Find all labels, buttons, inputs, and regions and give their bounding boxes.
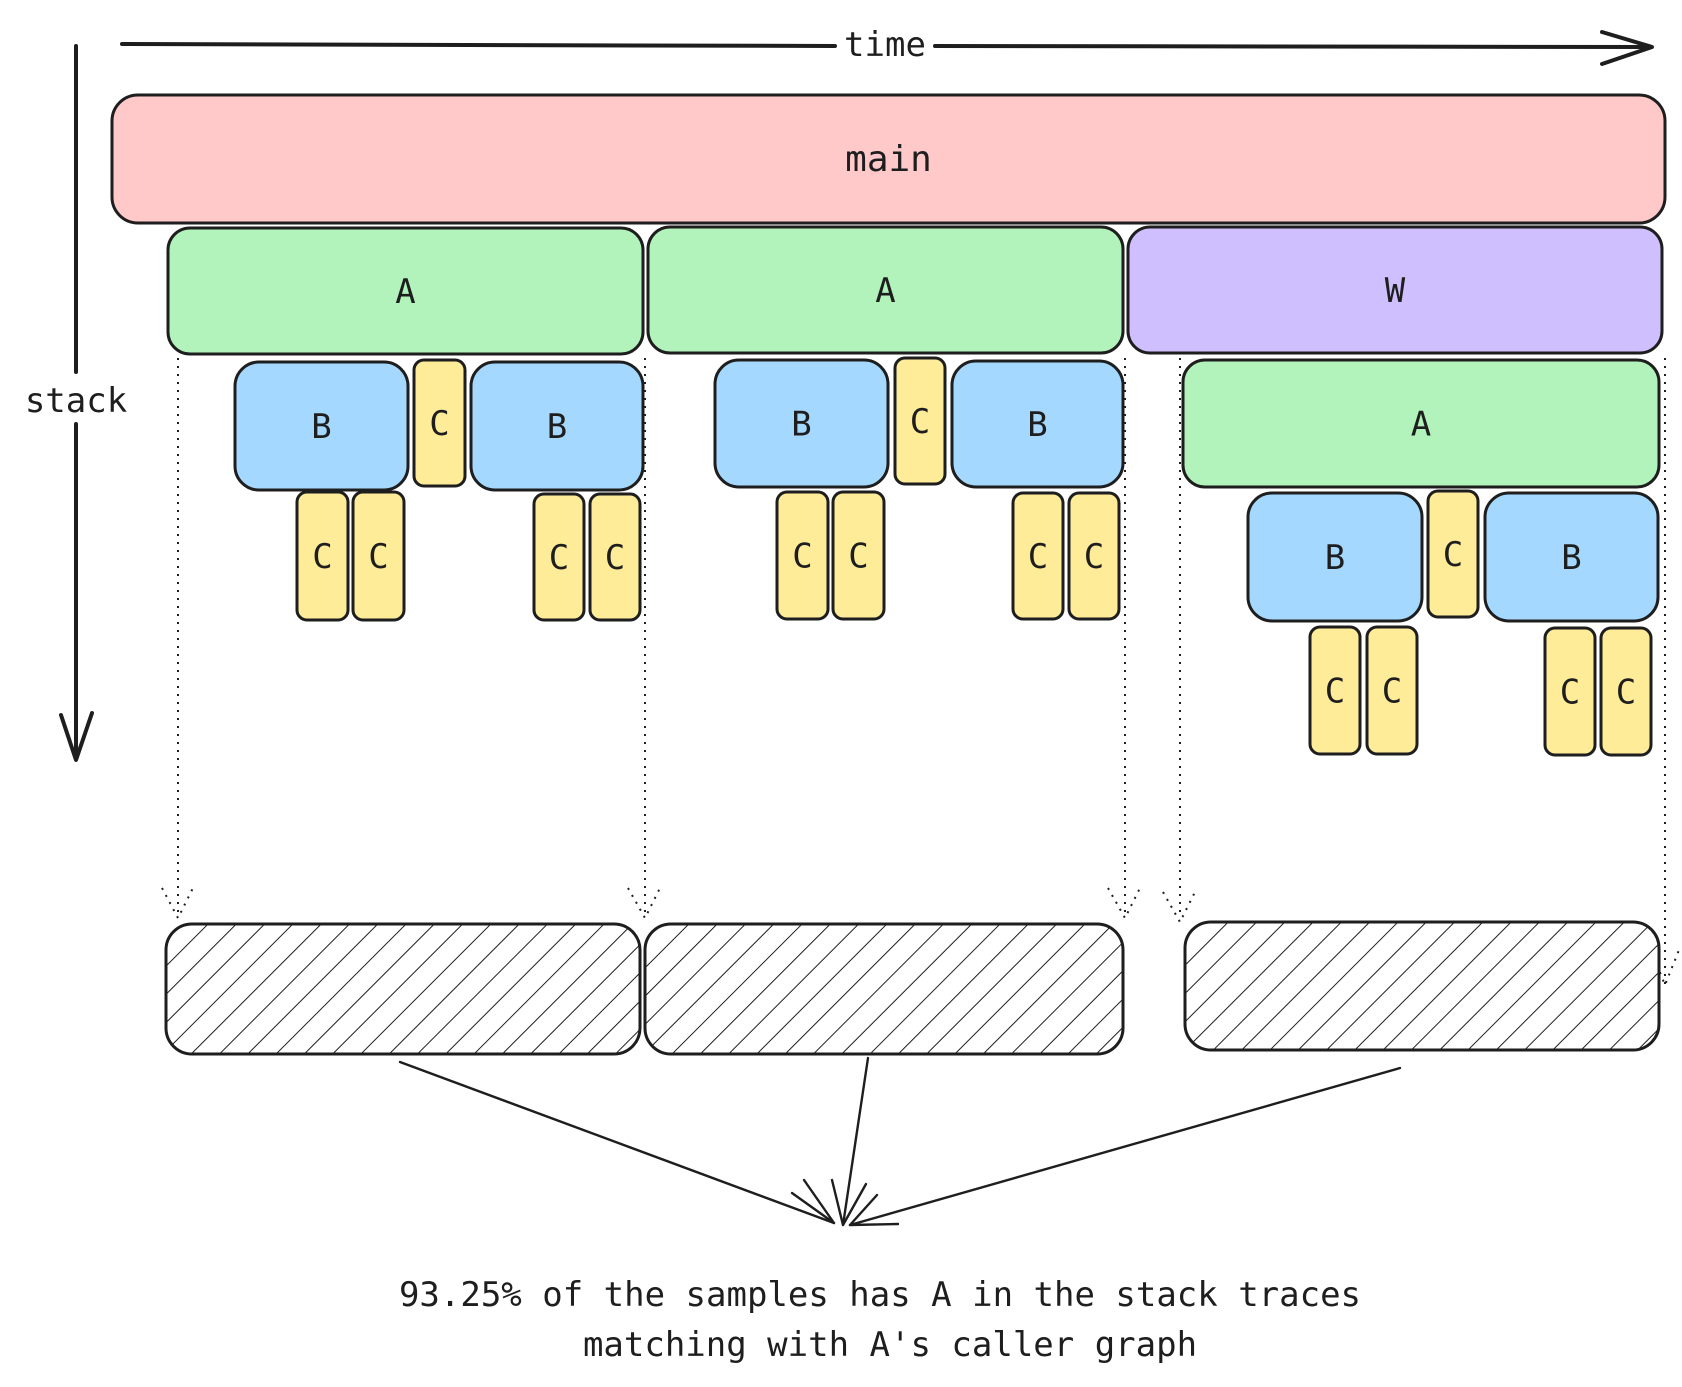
- frame-label-c5: C: [605, 538, 625, 578]
- time-axis: time: [120, 25, 1654, 66]
- frame-box-w: [1126, 225, 1664, 355]
- frame-label-b4: B: [1027, 405, 1047, 445]
- frame-box-b4: [950, 359, 1125, 489]
- frame-c13: C: [1365, 625, 1419, 756]
- frame-b4: B: [950, 359, 1125, 489]
- frame-label-c12: C: [1325, 672, 1345, 712]
- frame-c2: C: [295, 490, 350, 622]
- frame-label-a3: A: [1411, 405, 1431, 445]
- frame-label-w: W: [1385, 271, 1406, 311]
- sample-region-3: [1183, 920, 1661, 1052]
- frame-label-b1: B: [311, 407, 331, 447]
- frame-c7: C: [775, 490, 830, 621]
- frame-a3: A: [1181, 358, 1661, 489]
- stack-axis-label: stack: [25, 381, 127, 421]
- frame-main: main: [110, 93, 1667, 225]
- frame-box-c14: [1543, 626, 1597, 757]
- converging-arrows: [398, 1056, 1402, 1227]
- frame-box-b2: [469, 360, 645, 492]
- frame-c1: C: [412, 358, 467, 488]
- frame-c10: C: [1067, 491, 1121, 621]
- frame-label-a2: A: [875, 271, 895, 311]
- frame-w: W: [1126, 225, 1664, 355]
- frame-c15: C: [1599, 626, 1653, 757]
- frame-box-c5: [588, 492, 642, 622]
- frame-b2: B: [469, 360, 645, 492]
- frame-label-c10: C: [1084, 537, 1104, 577]
- frame-a1: A: [166, 226, 645, 356]
- frame-label-a1: A: [395, 272, 415, 312]
- frame-label-c1: C: [429, 404, 449, 444]
- frame-b1: B: [233, 360, 410, 492]
- frame-c8: C: [831, 490, 886, 621]
- frame-box-c4: [532, 492, 586, 622]
- frame-box-c12: [1308, 625, 1362, 756]
- frame-label-c7: C: [792, 537, 812, 577]
- frame-c12: C: [1308, 625, 1362, 756]
- frame-box-c8: [831, 490, 886, 621]
- frame-label-b6: B: [1561, 538, 1581, 578]
- projection-guides: [161, 358, 1680, 988]
- frame-c14: C: [1543, 626, 1597, 757]
- sample-regions: [164, 920, 1661, 1056]
- frame-box-c15: [1599, 626, 1653, 757]
- frame-label-c2: C: [312, 537, 332, 577]
- frame-label-b5: B: [1325, 538, 1345, 578]
- frame-box-c9: [1011, 491, 1065, 621]
- frame-box-c7: [775, 490, 830, 621]
- frame-box-b3: [713, 358, 890, 489]
- frame-c4: C: [532, 492, 586, 622]
- frame-label-c14: C: [1560, 673, 1580, 713]
- frame-c5: C: [588, 492, 642, 622]
- frame-box-c11: [1426, 489, 1480, 619]
- frame-box-a3: [1181, 358, 1661, 489]
- frame-c11: C: [1426, 489, 1480, 619]
- frame-label-c11: C: [1443, 535, 1463, 575]
- frame-box-a2: [646, 225, 1125, 355]
- frame-b3: B: [713, 358, 890, 489]
- frame-b5: B: [1246, 491, 1424, 623]
- frame-box-b5: [1246, 491, 1424, 623]
- frame-box-a1: [166, 226, 645, 356]
- frame-box-b1: [233, 360, 410, 492]
- frame-label-c9: C: [1028, 537, 1048, 577]
- frame-label-c4: C: [549, 538, 569, 578]
- caption-line-1: 93.25% of the samples has A in the stack…: [399, 1275, 1361, 1315]
- frame-box-c10: [1067, 491, 1121, 621]
- frame-label-main: main: [845, 139, 932, 180]
- frame-box-main: [110, 93, 1667, 225]
- frame-c3: C: [351, 490, 406, 622]
- frame-a2: A: [646, 225, 1125, 355]
- frame-box-b6: [1483, 491, 1660, 623]
- frame-label-c6: C: [910, 402, 930, 442]
- frame-label-b2: B: [547, 407, 567, 447]
- frame-box-c3: [351, 490, 406, 622]
- stack-axis: stack: [25, 44, 127, 762]
- frame-box-c1: [412, 358, 467, 488]
- frame-label-c15: C: [1616, 673, 1636, 713]
- frame-c6: C: [893, 356, 947, 486]
- sample-region-1: [164, 922, 642, 1056]
- sample-region-2: [643, 922, 1125, 1056]
- frame-label-c13: C: [1382, 672, 1402, 712]
- time-axis-label: time: [844, 25, 926, 65]
- frame-label-b3: B: [791, 405, 811, 445]
- frame-c9: C: [1011, 491, 1065, 621]
- frame-label-c3: C: [368, 537, 388, 577]
- frame-box-c13: [1365, 625, 1419, 756]
- caption-line-2: matching with A's caller graph: [583, 1325, 1197, 1365]
- frame-box-c6: [893, 356, 947, 486]
- frame-b6: B: [1483, 491, 1660, 623]
- frame-box-c2: [295, 490, 350, 622]
- frame-label-c8: C: [848, 537, 868, 577]
